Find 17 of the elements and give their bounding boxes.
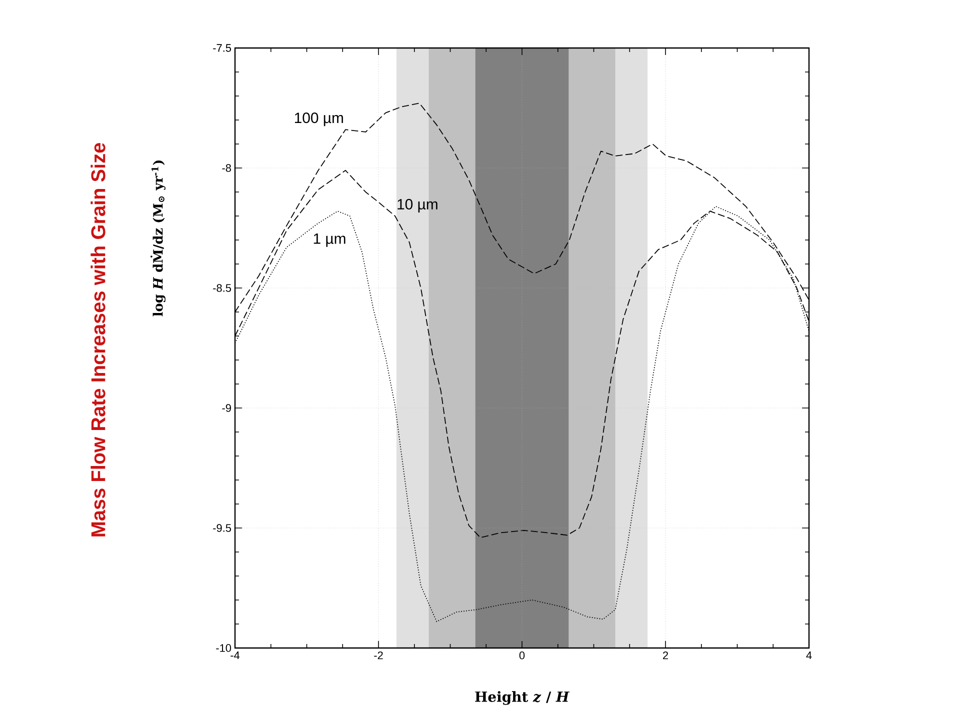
y-tick-label: -8.5	[213, 284, 232, 292]
y-axis-title: log H dṀ/dz (M$_{⊙}$ yr$^{-1}$)	[150, 160, 166, 316]
x-axis-title: Height z / H	[475, 691, 570, 705]
x-tick-label: -4	[230, 652, 240, 660]
x-tick-label: 0	[519, 652, 525, 660]
x-tick-label: 2	[663, 652, 668, 660]
y-tick-label: -9	[222, 404, 231, 412]
x-tick-label: 4	[806, 652, 812, 660]
x-tick-label: -2	[374, 652, 383, 660]
y-tick-label: -8	[222, 164, 231, 172]
series-label: 10 µm	[398, 198, 438, 212]
series-label: 1 µm	[314, 234, 346, 247]
y-tick-label: -9.5	[213, 524, 232, 532]
y-tick-label: -7.5	[213, 44, 232, 52]
y-tick-label: -10	[216, 644, 232, 652]
series-label: 100 µm	[294, 112, 343, 126]
text: Mass Flow Rate Increases with Grain Size	[90, 143, 106, 536]
